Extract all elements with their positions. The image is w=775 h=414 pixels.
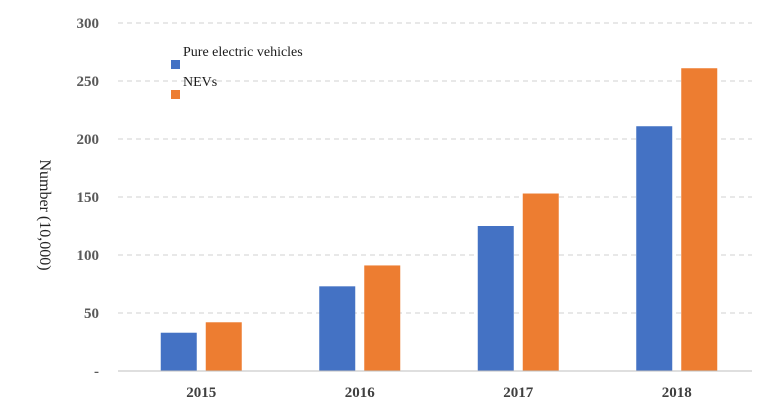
y-tick-labels: - 50 100 150 200 250 300 [77, 16, 100, 380]
grid-lines [118, 22, 752, 314]
x-tick-labels: 2015 2016 2017 2018 [186, 385, 692, 401]
x-tick-label: 2018 [662, 385, 692, 401]
legend-swatch [171, 60, 180, 69]
bar-nevs-2015 [205, 322, 242, 371]
bar-nevs-2016 [364, 265, 401, 371]
y-tick-label: 150 [77, 190, 100, 206]
x-tick-label: 2016 [345, 385, 376, 401]
y-tick-label: 50 [84, 306, 99, 322]
legend-label: NEVs [183, 75, 217, 90]
bar-nevs-2017 [522, 193, 559, 371]
y-tick-label: 100 [77, 248, 100, 264]
x-tick-label: 2017 [503, 385, 534, 401]
bar-pure-electric-vehicles-2017 [477, 226, 514, 371]
legend-swatch [171, 90, 180, 99]
bars [160, 68, 718, 372]
y-tick-label: 200 [77, 132, 100, 148]
bar-pure-electric-vehicles-2018 [636, 126, 673, 372]
bar-pure-electric-vehicles-2015 [160, 332, 197, 371]
legend-label: Pure electric vehicles [183, 45, 303, 60]
x-tick-label: 2015 [186, 385, 216, 401]
y-tick-label: - [94, 364, 99, 380]
y-tick-label: 300 [77, 16, 100, 32]
y-axis-label: Number (10,000) [36, 159, 53, 270]
legend: Pure electric vehicles NEVs [171, 45, 303, 99]
y-tick-label: 250 [77, 74, 100, 90]
bar-nevs-2018 [681, 68, 718, 372]
bar-pure-electric-vehicles-2016 [319, 286, 356, 371]
